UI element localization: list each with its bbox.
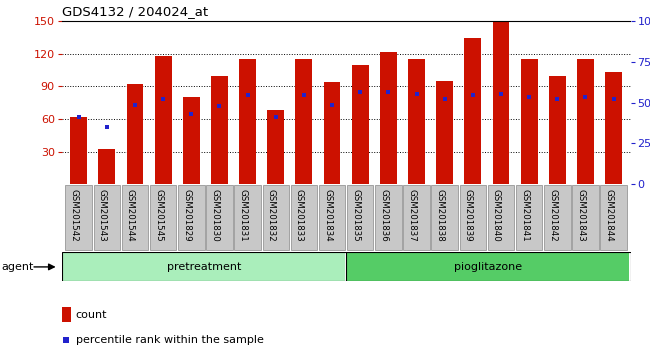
Bar xyxy=(577,59,594,184)
FancyBboxPatch shape xyxy=(375,185,402,250)
Point xyxy=(411,91,422,97)
Point xyxy=(327,102,337,108)
FancyBboxPatch shape xyxy=(403,185,430,250)
Text: GSM201544: GSM201544 xyxy=(126,189,135,241)
Point xyxy=(186,111,196,116)
Text: pretreatment: pretreatment xyxy=(167,262,241,272)
Bar xyxy=(352,65,369,184)
Text: percentile rank within the sample: percentile rank within the sample xyxy=(76,335,264,344)
Bar xyxy=(267,110,284,184)
Point xyxy=(608,97,619,102)
FancyBboxPatch shape xyxy=(178,185,205,250)
Text: GSM201842: GSM201842 xyxy=(549,189,557,241)
Point xyxy=(524,95,534,100)
FancyBboxPatch shape xyxy=(488,185,514,250)
Text: GSM201832: GSM201832 xyxy=(266,189,276,241)
FancyBboxPatch shape xyxy=(235,185,261,250)
Bar xyxy=(155,56,172,184)
Text: GDS4132 / 204024_at: GDS4132 / 204024_at xyxy=(62,5,208,18)
Bar xyxy=(436,81,453,184)
Bar xyxy=(98,149,115,184)
Point xyxy=(383,89,393,95)
Bar xyxy=(296,59,313,184)
Point xyxy=(299,92,309,98)
Bar xyxy=(493,21,510,184)
Point xyxy=(580,95,591,100)
Text: GSM201839: GSM201839 xyxy=(464,189,473,241)
FancyBboxPatch shape xyxy=(544,185,571,250)
FancyBboxPatch shape xyxy=(150,185,176,250)
Bar xyxy=(324,82,341,184)
Text: GSM201844: GSM201844 xyxy=(604,189,614,241)
Text: GSM201838: GSM201838 xyxy=(436,189,445,241)
Point xyxy=(439,97,450,102)
Point xyxy=(130,102,140,108)
FancyBboxPatch shape xyxy=(318,185,345,250)
Point xyxy=(552,97,562,102)
FancyBboxPatch shape xyxy=(63,252,345,281)
Bar xyxy=(239,59,256,184)
FancyBboxPatch shape xyxy=(263,185,289,250)
Point xyxy=(158,97,168,102)
Bar xyxy=(211,75,228,184)
Point xyxy=(355,89,365,95)
FancyBboxPatch shape xyxy=(94,185,120,250)
Point xyxy=(467,92,478,98)
FancyBboxPatch shape xyxy=(572,185,599,250)
Bar xyxy=(408,59,425,184)
Bar xyxy=(464,38,481,184)
FancyBboxPatch shape xyxy=(122,185,148,250)
Text: GSM201841: GSM201841 xyxy=(520,189,529,241)
Text: GSM201834: GSM201834 xyxy=(323,189,332,241)
Point xyxy=(496,91,506,97)
Bar xyxy=(127,84,144,184)
FancyBboxPatch shape xyxy=(432,185,458,250)
FancyBboxPatch shape xyxy=(516,185,542,250)
Text: agent: agent xyxy=(1,262,34,272)
Text: GSM201843: GSM201843 xyxy=(577,189,586,241)
Text: GSM201835: GSM201835 xyxy=(351,189,360,241)
Text: GSM201829: GSM201829 xyxy=(182,189,191,241)
Text: GSM201840: GSM201840 xyxy=(492,189,501,241)
Text: GSM201545: GSM201545 xyxy=(154,189,163,241)
Bar xyxy=(380,52,396,184)
FancyBboxPatch shape xyxy=(66,185,92,250)
FancyBboxPatch shape xyxy=(347,252,629,281)
Point xyxy=(73,114,84,120)
FancyBboxPatch shape xyxy=(291,185,317,250)
Text: GSM201833: GSM201833 xyxy=(295,189,304,241)
Text: GSM201543: GSM201543 xyxy=(98,189,107,241)
Point xyxy=(101,124,112,129)
Text: pioglitazone: pioglitazone xyxy=(454,262,523,272)
Text: GSM201836: GSM201836 xyxy=(380,189,388,241)
Text: GSM201830: GSM201830 xyxy=(211,189,220,241)
Text: GSM201837: GSM201837 xyxy=(408,189,417,241)
Text: count: count xyxy=(76,310,107,320)
Bar xyxy=(605,72,622,184)
Bar xyxy=(62,307,70,322)
FancyBboxPatch shape xyxy=(206,185,233,250)
Point xyxy=(242,92,253,98)
Bar xyxy=(183,97,200,184)
Text: GSM201831: GSM201831 xyxy=(239,189,248,241)
Point xyxy=(61,337,72,342)
Bar xyxy=(521,59,538,184)
Point xyxy=(270,114,281,120)
Text: GSM201542: GSM201542 xyxy=(70,189,79,241)
FancyBboxPatch shape xyxy=(347,185,374,250)
FancyBboxPatch shape xyxy=(460,185,486,250)
FancyBboxPatch shape xyxy=(601,185,627,250)
Bar xyxy=(70,117,87,184)
Bar xyxy=(549,75,566,184)
Point xyxy=(214,103,225,109)
